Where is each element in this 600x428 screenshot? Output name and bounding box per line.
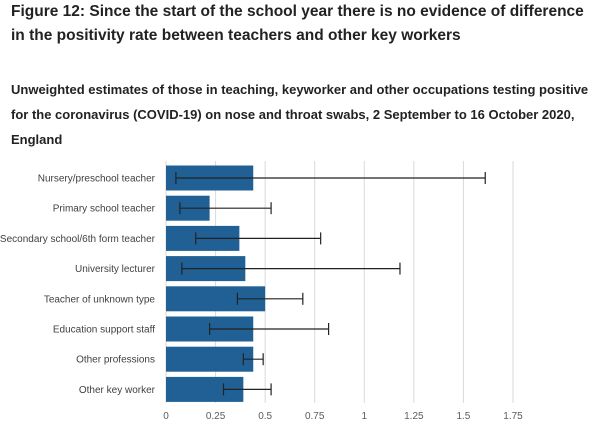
figure-title: Figure 12: Since the start of the school… bbox=[11, 3, 584, 44]
x-tick-label: 0.25 bbox=[206, 411, 226, 422]
error-bar bbox=[222, 383, 272, 396]
category-label: Teacher of unknown type bbox=[44, 294, 156, 305]
error-bar bbox=[175, 172, 486, 184]
x-tick-label: 0 bbox=[163, 411, 169, 422]
category-label: Nursery/preschool teacher bbox=[38, 174, 156, 185]
category-labels: Nursery/preschool teacher Primary school … bbox=[0, 174, 156, 396]
category-label: Secondary school/6th form teacher bbox=[0, 234, 156, 245]
error-bar bbox=[242, 353, 264, 366]
x-tick-label: 0.75 bbox=[305, 411, 325, 422]
category-label: Primary school teacher bbox=[53, 204, 156, 215]
x-tick-label: 1.75 bbox=[503, 411, 523, 422]
error-bar bbox=[209, 323, 330, 335]
category-label: University lecturer bbox=[75, 264, 156, 275]
category-label: Other professions bbox=[76, 355, 155, 366]
category-label: Other key worker bbox=[79, 385, 156, 396]
x-tick-label: 1.5 bbox=[456, 411, 470, 422]
error-bar bbox=[195, 232, 322, 245]
figure-subtitle: Unweighted estimates of those in teachin… bbox=[11, 82, 589, 147]
x-tick-labels: 0 0.25 0.5 0.75 1 1.25 1.5 1.75 bbox=[163, 411, 523, 422]
x-tick-label: 0.5 bbox=[258, 411, 272, 422]
bars bbox=[166, 165, 266, 402]
error-bars bbox=[175, 172, 486, 396]
category-label: Education support staff bbox=[53, 325, 155, 336]
x-tick-label: 1.25 bbox=[404, 411, 424, 422]
error-bar bbox=[236, 292, 304, 305]
x-tick-label: 1 bbox=[362, 411, 368, 422]
error-bar bbox=[181, 262, 401, 275]
error-bar bbox=[179, 202, 272, 215]
bar bbox=[166, 346, 254, 372]
